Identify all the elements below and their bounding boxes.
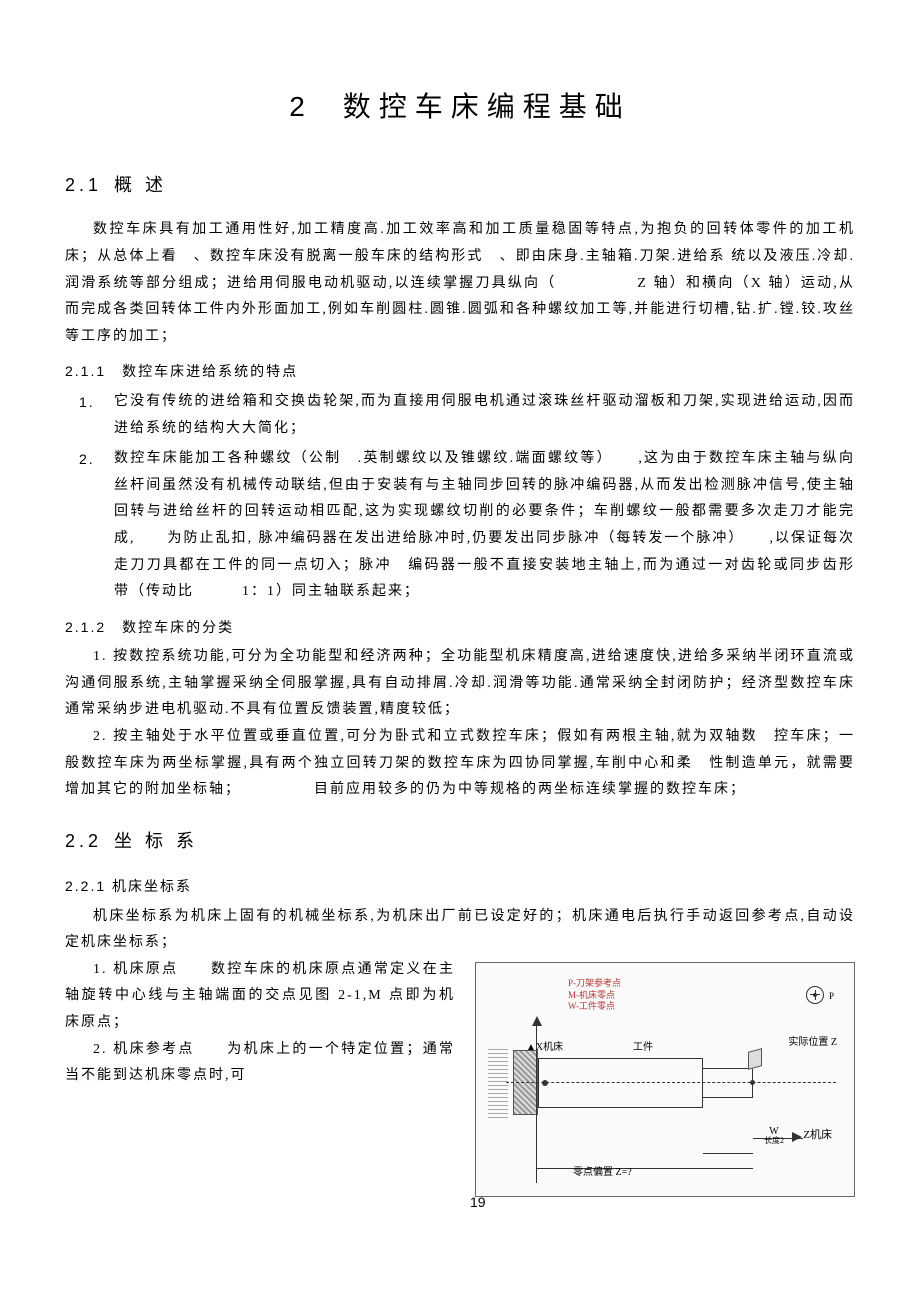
list-text: 数控车床能加工各种螺纹（公制 .英制螺纹以及锥螺纹.端面螺纹等） ,这为由于数控…	[114, 451, 855, 599]
w-point-icon	[750, 1080, 755, 1085]
list-item: 2. 数控车床能加工各种螺纹（公制 .英制螺纹以及锥螺纹.端面螺纹等） ,这为由…	[114, 446, 855, 606]
section-2-1-text: 概 述	[114, 175, 167, 195]
list-text: 它没有传统的进给箱和交换齿轮架,而为直接用伺服电机通过滚珠丝杆驱动溜板和刀架,实…	[114, 394, 855, 436]
chapter-title: 2 数控车床编程基础	[65, 80, 855, 133]
legend-m: M-机床零点	[568, 990, 621, 1002]
offset-label: 零点偏置 Z=?	[573, 1163, 632, 1182]
subsection-2-1-2-title: 2.1.2 数控车床的分类	[65, 614, 855, 641]
page-number: 19	[470, 1189, 486, 1216]
paragraph-2-2-1-c: 2. 机床参考点 为机床上的一个特定位置；通常当不能到达机床零点时,可	[65, 1037, 455, 1090]
centerline	[506, 1082, 836, 1083]
hatch-icon	[488, 1048, 508, 1118]
section-2-1-title: 2.1 概 述	[65, 168, 855, 202]
w-label: W 长度2	[764, 1126, 784, 1146]
actual-pos-label: 实际位置 Z	[788, 1033, 837, 1052]
arrow-up-icon	[532, 1016, 542, 1026]
p-point-icon	[806, 986, 824, 1004]
figure-inner: P-刀架参考点 M-机床零点 W-工件零点 P ▲X机床 工件 实际位置 Z	[488, 978, 842, 1184]
list-number: 1.	[79, 389, 95, 416]
figure-legend: P-刀架参考点 M-机床零点 W-工件零点	[568, 978, 621, 1013]
section-2-2-title: 2.2 坐 标 系	[65, 824, 855, 858]
paragraph-2-1-intro: 数控车床具有加工通用性好,加工精度高.加工效率高和加工质量稳固等特点,为抱负的回…	[65, 217, 855, 350]
workpiece-body	[538, 1058, 703, 1108]
paragraph-2-1-2-b: 2. 按主轴处于水平位置或垂直位置,可分为卧式和立式数控车床；假如有两根主轴,就…	[65, 724, 855, 804]
workpiece-step	[703, 1068, 753, 1098]
list-number: 2.	[79, 446, 95, 473]
list-2-1-1: 1. 它没有传统的进给箱和交换齿轮架,而为直接用伺服电机通过滚珠丝杆驱动溜板和刀…	[65, 389, 855, 606]
z-axis-label: Z机床	[803, 1125, 832, 1146]
p-label: P	[829, 988, 834, 1005]
m-point-icon	[542, 1080, 548, 1086]
chapter-title-text: 数控车床编程基础	[343, 91, 631, 122]
chapter-number: 2	[289, 91, 313, 122]
workpiece-label: 工件	[633, 1038, 653, 1057]
paragraph-2-1-2-a: 1. 按数控系统功能,可分为全功能型和经济两种；全功能型机床精度高,进给速度快,…	[65, 644, 855, 724]
section-2-1-num: 2.1	[65, 175, 102, 195]
section-2-2-text: 坐 标 系	[114, 831, 198, 851]
tool-icon	[748, 1048, 762, 1070]
subsection-2-1-1-title: 2.1.1 数控车床进给系统的特点	[65, 358, 855, 385]
legend-w: W-工件零点	[568, 1001, 621, 1013]
list-item: 1. 它没有传统的进给箱和交换齿轮架,而为直接用伺服电机通过滚珠丝杆驱动溜板和刀…	[114, 389, 855, 442]
figure-side-text: 1. 机床原点 数控车床的机床原点通常定义在主轴旋转中心线与主轴端面的交点见图 …	[65, 957, 455, 1090]
subsection-2-2-1-title: 2.2.1 机床坐标系	[65, 873, 855, 900]
section-2-2-num: 2.2	[65, 831, 102, 851]
figure-text-wrap: 1. 机床原点 数控车床的机床原点通常定义在主轴旋转中心线与主轴端面的交点见图 …	[65, 957, 855, 1197]
legend-p: P-刀架参考点	[568, 978, 621, 990]
dim-line	[536, 1168, 753, 1169]
x-axis-label: ▲X机床	[526, 1038, 563, 1057]
paragraph-2-2-1-b: 1. 机床原点 数控车床的机床原点通常定义在主轴旋转中心线与主轴端面的交点见图 …	[65, 957, 455, 1037]
figure-2-1: P-刀架参考点 M-机床零点 W-工件零点 P ▲X机床 工件 实际位置 Z	[475, 962, 855, 1197]
arrow-right-icon	[792, 1132, 802, 1142]
paragraph-2-2-1-a: 机床坐标系为机床上固有的机械坐标系,为机床出厂前已设定好的；机床通电后执行手动返…	[65, 904, 855, 957]
dim-line-2	[703, 1153, 753, 1154]
